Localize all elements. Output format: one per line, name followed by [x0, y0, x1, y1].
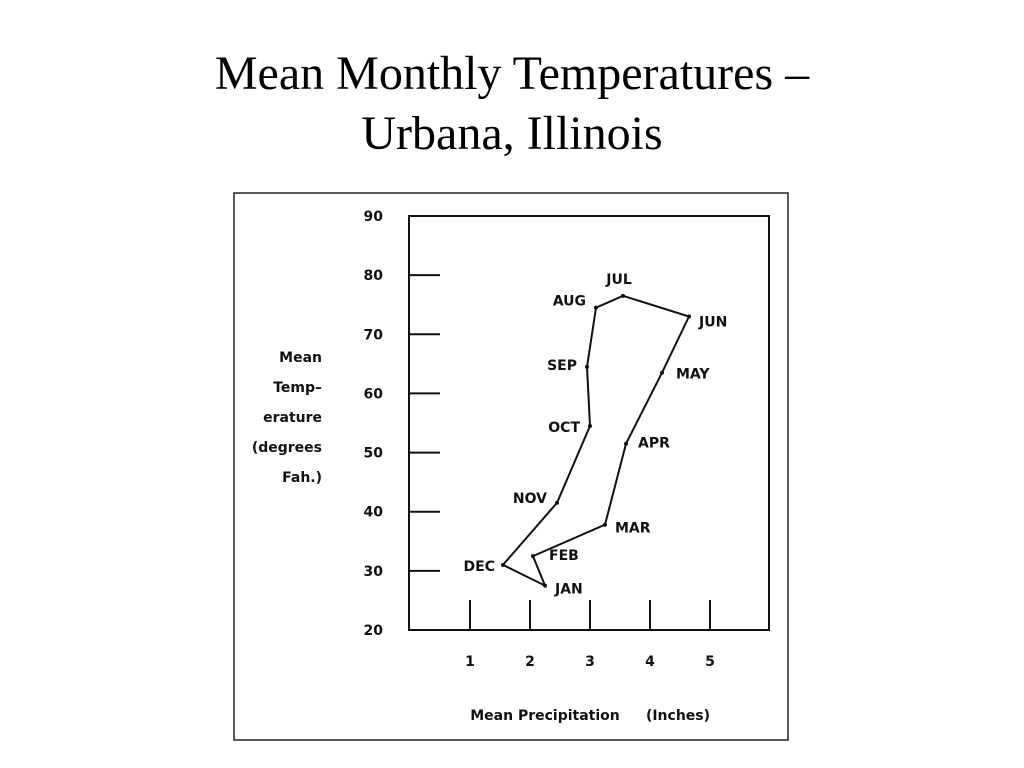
x-axis: 1 2 3 4 5	[465, 600, 715, 670]
point-label-jun: JUN	[698, 315, 727, 331]
slide-title: Mean Monthly Temperatures – Urbana, Illi…	[0, 44, 1024, 164]
y-tick-label: 40	[364, 505, 384, 521]
point-label-aug: AUG	[553, 294, 586, 310]
x-axis-title-main: Mean Precipitation	[470, 708, 620, 724]
y-axis-title-line: Fah.)	[282, 470, 322, 486]
x-axis-title-unit: (Inches)	[646, 708, 710, 724]
y-tick-label: 90	[364, 209, 384, 225]
x-tick-label: 4	[645, 654, 655, 670]
y-axis-title: Mean Temp– erature (degrees Fah.)	[252, 350, 322, 486]
y-tick-label: 60	[364, 386, 384, 402]
point-label-sep: SEP	[547, 358, 577, 374]
x-axis-title: Mean Precipitation (Inches)	[470, 708, 710, 724]
point-label-may: MAY	[676, 367, 710, 383]
y-axis-title-line: Mean	[279, 350, 322, 366]
data-point-jun	[687, 314, 691, 319]
y-axis-title-line: erature	[263, 410, 322, 426]
x-tick-label: 2	[525, 654, 535, 670]
y-axis: 20 30 40 50 60 70 80 90	[364, 209, 440, 639]
data-point-aug	[594, 305, 598, 310]
point-label-nov: NOV	[513, 491, 547, 507]
data-point-dec	[501, 562, 505, 567]
point-label-feb: FEB	[549, 548, 579, 564]
data-series	[501, 293, 691, 588]
point-label-dec: DEC	[464, 559, 495, 575]
month-labels: JAN FEB MAR APR MAY JUN JUL AUG SEP OCT NOV DEC	[464, 272, 728, 598]
point-label-mar: MAR	[615, 521, 651, 537]
y-tick-label: 50	[364, 446, 384, 462]
data-point-sep	[585, 364, 589, 369]
slide-title-line-2: Urbana, Illinois	[361, 107, 663, 160]
point-label-apr: APR	[638, 436, 670, 452]
data-point-oct	[588, 423, 592, 428]
x-tick-label: 3	[585, 654, 595, 670]
figure-frame	[233, 192, 789, 741]
data-point-may	[660, 370, 664, 375]
data-point-feb	[531, 554, 535, 559]
point-label-oct: OCT	[548, 420, 580, 436]
y-axis-title-line: (degrees	[252, 440, 322, 456]
point-label-jan: JAN	[554, 582, 583, 598]
y-tick-label: 80	[364, 268, 384, 284]
y-tick-label: 70	[364, 327, 384, 343]
x-tick-label: 1	[465, 654, 475, 670]
y-tick-label: 30	[364, 564, 384, 580]
data-point-nov	[555, 500, 559, 505]
y-tick-label: 20	[364, 623, 384, 639]
x-tick-label: 5	[705, 654, 715, 670]
point-label-jul: JUL	[605, 272, 632, 288]
data-point-jan	[543, 583, 547, 588]
slide-title-line-1: Mean Monthly Temperatures –	[214, 47, 810, 100]
data-point-mar	[603, 522, 607, 527]
y-axis-title-line: Temp–	[273, 380, 322, 396]
data-point-jul	[621, 293, 625, 298]
data-point-apr	[624, 441, 628, 446]
